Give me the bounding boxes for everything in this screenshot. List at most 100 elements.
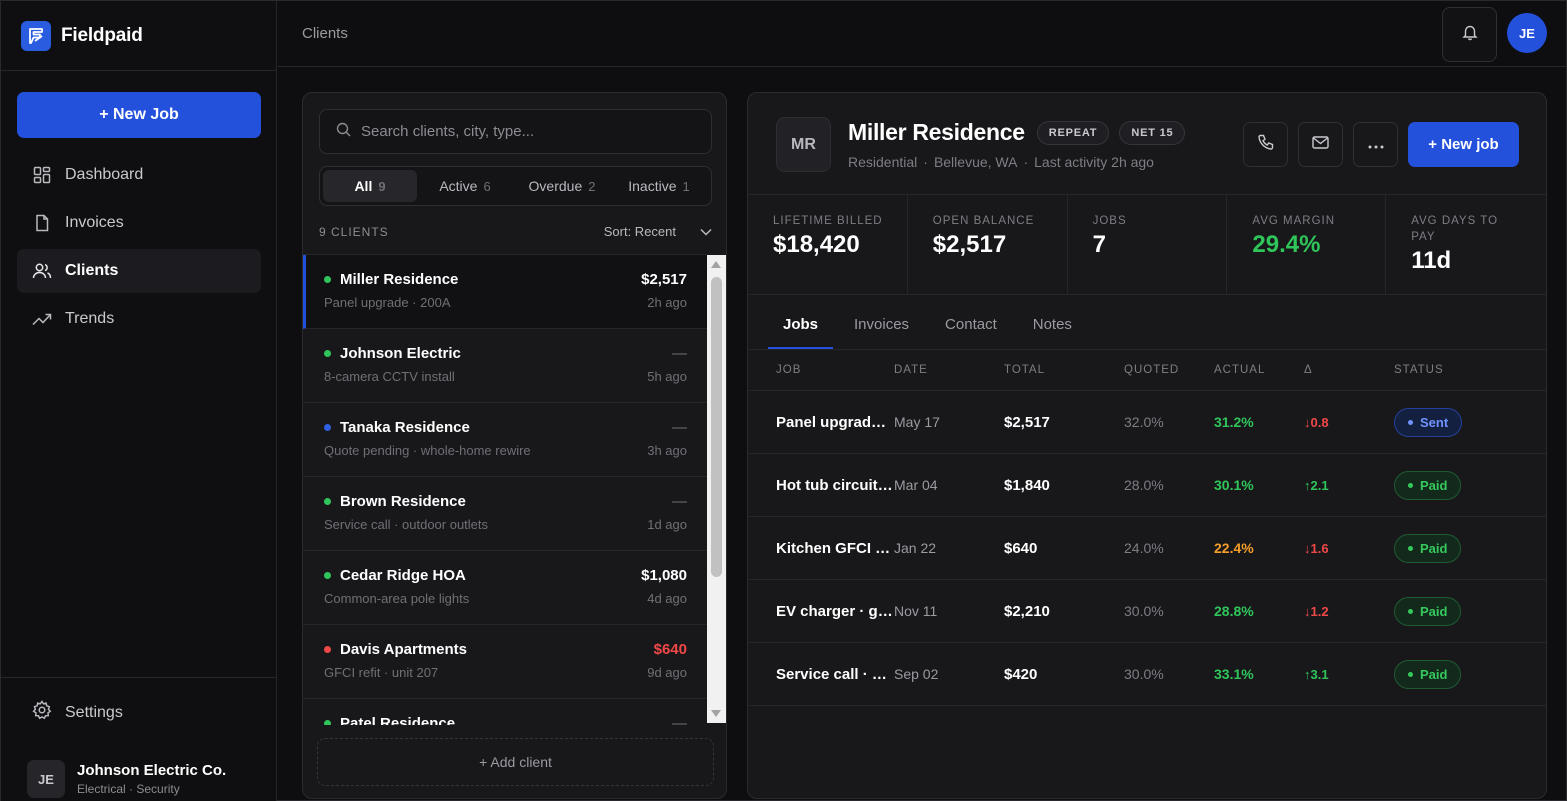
column-header-delta[interactable]: Δ [1304, 364, 1313, 376]
job-status-cell: Paid [1394, 596, 1494, 626]
client-row-label: Patel Residence [340, 715, 456, 725]
job-quoted-cell: 32.0% [1124, 414, 1164, 430]
client-row[interactable]: Miller Residence $2,517 Panel upgrade · 20… [303, 255, 707, 329]
column-header-job[interactable]: JOB [776, 364, 802, 376]
scroll-thumb[interactable] [711, 277, 722, 577]
tab-invoices[interactable]: Invoices [854, 316, 910, 333]
client-row[interactable]: Johnson Electric — 8-camera CCTV install 5h… [303, 329, 707, 403]
detail-new-job-button[interactable]: + New job [1408, 122, 1519, 167]
settings-link[interactable]: Settings [32, 700, 123, 725]
bell-icon [1461, 23, 1479, 46]
client-row[interactable]: Davis Apartments $640 GFCI refit · unit 20… [303, 625, 707, 699]
sidebar-item-dashboard[interactable]: Dashboard [17, 153, 261, 197]
column-header-total[interactable]: TOTAL [1004, 364, 1045, 376]
table-row[interactable]: EV charger · garageNov 11 $2,210 30.0% 28.8… [748, 580, 1546, 643]
user-avatar[interactable]: JE [1507, 13, 1547, 53]
status-label: Paid [1420, 540, 1448, 556]
client-row-top: Tanaka Residence — [324, 419, 687, 436]
client-row[interactable]: Cedar Ridge HOA $1,080 Common-area pole li… [303, 551, 707, 625]
client-row[interactable]: Brown Residence — Service call · outdoor o… [303, 477, 707, 551]
client-row-time: 4d ago [647, 591, 687, 606]
tab-jobs[interactable]: Jobs [768, 295, 834, 349]
client-row-time: 2h ago [647, 295, 687, 310]
more-horizontal-icon [1368, 136, 1384, 154]
company-name: Johnson Electric Co. [77, 762, 227, 779]
jobs-table: JOB DATE TOTAL QUOTED ACTUAL Δ STATUS Pa… [748, 349, 1546, 706]
filter-label: Overdue [528, 178, 583, 194]
client-filter-tabs: All 9 Active 6 Overdue 2 Inactive 1 [319, 166, 712, 206]
more-button[interactable] [1353, 122, 1398, 167]
trend-icon [32, 309, 52, 329]
client-row[interactable]: Patel Residence — [303, 699, 707, 725]
scroll-down-icon[interactable] [711, 710, 721, 717]
client-search[interactable] [319, 109, 712, 154]
job-actual-cell: 33.1% [1214, 666, 1254, 682]
client-row-amount: — [672, 493, 687, 510]
job-total-cell: $640 [1004, 539, 1038, 557]
sidebar-item-clients[interactable]: Clients [17, 249, 261, 293]
job-quoted-cell: 24.0% [1124, 540, 1164, 556]
filter-inactive[interactable]: Inactive 1 [611, 170, 707, 202]
sort-dropdown[interactable]: Sort: Recent [604, 224, 712, 239]
search-input[interactable] [361, 123, 681, 140]
column-header-status[interactable]: STATUS [1394, 364, 1444, 376]
client-row-description: Common-area pole lights [324, 591, 470, 606]
mail-icon [1312, 135, 1329, 154]
sort-label: Sort: Recent [603, 224, 676, 239]
job-actual-cell: 22.4% [1214, 540, 1254, 556]
table-row[interactable]: Service call · outletsSep 02 $420 30.0% 33.… [748, 643, 1546, 706]
client-row[interactable]: Tanaka Residence — Quote pending · whole-h… [303, 403, 707, 477]
status-label: Paid [1420, 666, 1448, 682]
filter-overdue[interactable]: Overdue 2 [513, 170, 611, 202]
notifications-button[interactable] [1442, 7, 1497, 62]
sidebar-item-trends[interactable]: Trends [17, 297, 261, 341]
new-job-button[interactable]: + New Job [17, 92, 261, 138]
column-header-actual[interactable]: ACTUAL [1214, 364, 1266, 376]
status-badge: Paid [1394, 470, 1462, 500]
column-header-date[interactable]: DATE [894, 364, 928, 376]
brand[interactable]: Fieldpaid [1, 1, 276, 71]
column-header-quoted[interactable]: QUOTED [1124, 364, 1180, 376]
filter-all[interactable]: All 9 [323, 170, 417, 202]
client-type: Residential [848, 154, 918, 170]
company-switcher[interactable]: JE Johnson Electric Co. Electrical · Sec… [27, 760, 226, 798]
scroll-up-icon[interactable] [711, 261, 721, 268]
settings-label: Settings [65, 703, 123, 721]
client-row-amount: $2,517 [641, 271, 687, 288]
tab-notes[interactable]: Notes [1032, 316, 1072, 333]
client-row-description: Panel upgrade · 200A [324, 295, 451, 310]
filter-active[interactable]: Active 6 [417, 170, 513, 202]
client-row-time: 5h ago [647, 369, 687, 384]
status-dot-icon [324, 572, 331, 579]
job-status-cell: Paid [1394, 659, 1494, 689]
sidebar-item-invoices[interactable]: Invoices [17, 201, 261, 245]
chevron-down-icon [700, 224, 712, 239]
stat-label: AVG MARGIN [1252, 215, 1336, 227]
job-status-cell: Sent [1394, 407, 1494, 437]
client-row-label: Davis Apartments [340, 641, 467, 658]
job-date-cell: Mar 04 [894, 477, 938, 493]
job-actual-cell: 31.2% [1214, 414, 1254, 430]
status-dot-icon [1408, 545, 1413, 551]
client-header: MR Miller Residence REPEAT NET 15 Reside… [748, 93, 1546, 195]
status-badge: Paid [1394, 533, 1462, 563]
sidebar-item-label: Trends [65, 310, 115, 327]
filter-count: 6 [483, 178, 491, 194]
status-dot-icon [1408, 671, 1413, 677]
add-client-button[interactable]: + Add client [317, 738, 714, 786]
job-date-cell: Nov 11 [894, 603, 938, 619]
tab-contact[interactable]: Contact [945, 316, 997, 333]
client-list-header: 9 CLIENTS Sort: Recent [319, 224, 712, 239]
status-dot-icon [324, 498, 331, 505]
status-dot-icon [1408, 608, 1413, 614]
table-row[interactable]: Kitchen GFCI refit Jan 22 $640 24.0% 22.4% ↓1… [748, 517, 1546, 580]
client-list-scrollbar[interactable] [707, 255, 726, 723]
filter-label: Active [439, 178, 478, 194]
table-row[interactable]: Panel upgrade · 200AMay 17 $2,517 32.0% 31.… [748, 391, 1546, 454]
email-button[interactable] [1298, 122, 1343, 167]
call-button[interactable] [1243, 122, 1288, 167]
job-quoted-cell: 28.0% [1124, 477, 1164, 493]
stat-value: 29.4% [1252, 231, 1321, 258]
detail-tabs: Jobs Invoices Contact Notes [768, 295, 1093, 349]
table-row[interactable]: Hot tub circuit · 50AMar 04 $1,840 28.0% 30… [748, 454, 1546, 517]
